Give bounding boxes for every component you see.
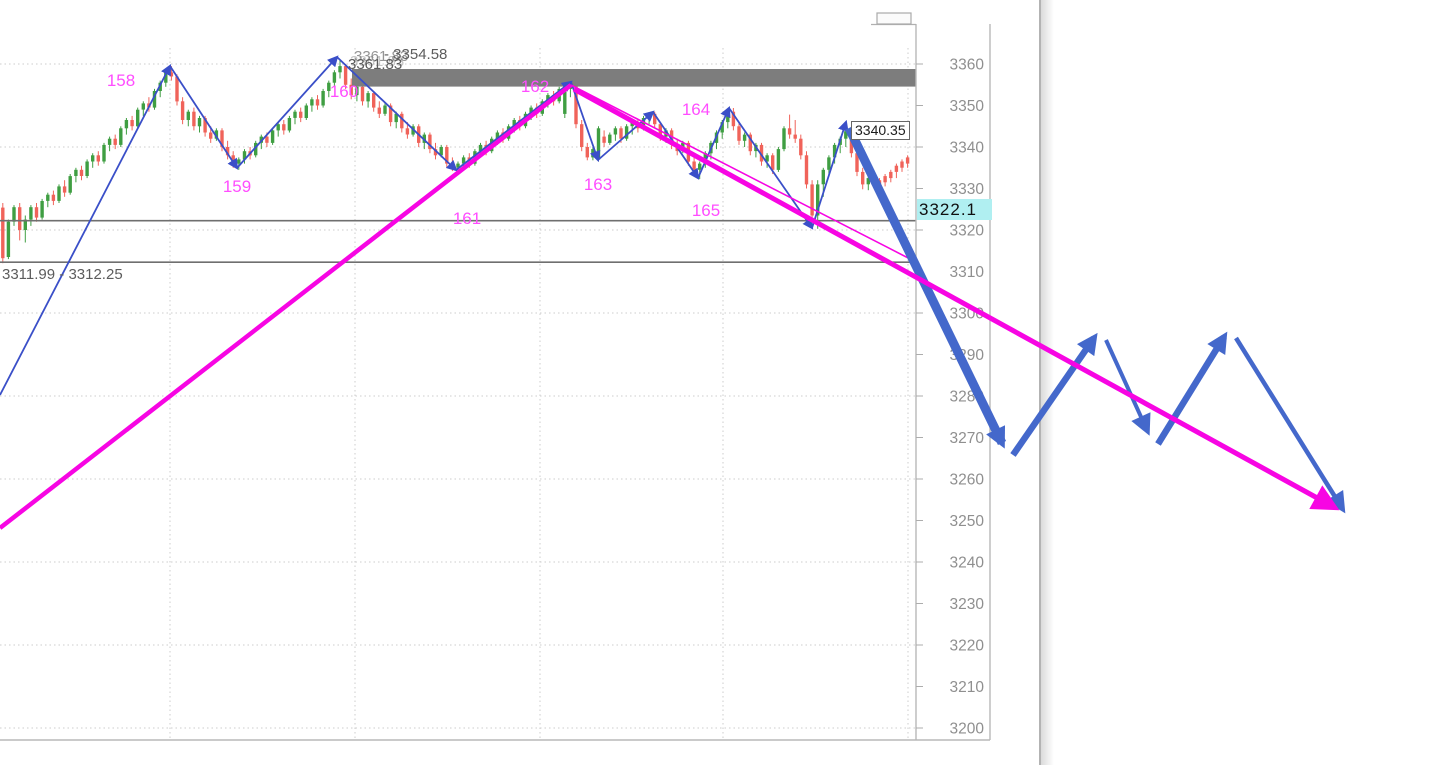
axis-label: 3250 (950, 513, 985, 530)
forecast-arrow-magenta-down[interactable] (572, 86, 1340, 511)
pivot-label-159[interactable]: 159 (222, 177, 252, 196)
trendline-downtrend-thin[interactable] (570, 84, 917, 263)
partial-window-icon (876, 12, 912, 25)
last-price-label: 3340.35 (851, 121, 910, 140)
zigzag-segment[interactable] (236, 55, 339, 169)
forecast-arrow-blue-up-1[interactable] (1010, 332, 1098, 457)
zigzag-segment[interactable] (336, 56, 458, 172)
axis-label: 3360 (950, 57, 985, 74)
pivot-label-162[interactable]: 162 (520, 77, 550, 96)
forecast-arrow-blue-down-1[interactable] (844, 126, 1007, 449)
axis-label: 3200 (950, 721, 985, 738)
forecast-arrow-blue-down-2[interactable] (1104, 339, 1151, 436)
axis-label: 3260 (950, 472, 985, 489)
forecast-arrow-blue-down-3[interactable] (1234, 336, 1346, 514)
pivot-label-164[interactable]: 164 (681, 100, 711, 119)
zigzag-wave-annotation (0, 55, 849, 396)
axis-label: 3220 (950, 638, 985, 655)
pivot-label-163[interactable]: 163 (583, 175, 613, 194)
current-price-tag: 3322.1 (917, 199, 992, 220)
axis-label: 3330 (950, 181, 985, 198)
axis-label: 3210 (950, 679, 985, 696)
pivot-label-158[interactable]: 158 (106, 71, 136, 90)
axis-label: 3350 (950, 98, 985, 115)
window-divider-shadow (1041, 0, 1054, 765)
axis-label: 3310 (950, 264, 985, 281)
axis-label: 3240 (950, 555, 985, 572)
zigzag-segment[interactable] (728, 107, 814, 230)
trendline-uptrend-thick[interactable] (0, 83, 573, 530)
axis-label: 3270 (950, 430, 985, 447)
support-zone-price-label: 3311.99 - 3312.25 (2, 266, 123, 283)
resistance-zone-bar[interactable] (352, 69, 916, 87)
pivot-label-160[interactable]: 160 (329, 82, 359, 101)
resistance-zone-price-label-2: - 3354.58 (384, 46, 448, 63)
zigzag-segment[interactable] (811, 119, 849, 229)
zigzag-segment[interactable] (455, 80, 573, 171)
forecast-arrow-blue-up-2[interactable] (1155, 331, 1228, 446)
resistance-zone-price-label-1: 3361.83 (348, 56, 403, 73)
gridlines (0, 48, 916, 740)
axis-label: 3230 (950, 596, 985, 613)
price-axis[interactable]: 3360335033403330332033103300329032803270… (0, 12, 991, 741)
zigzag-segment[interactable] (570, 81, 601, 163)
zigzag-segment[interactable] (597, 110, 655, 161)
candlesticks (1, 59, 910, 264)
zigzag-segment[interactable] (0, 64, 172, 396)
pivot-label-165[interactable]: 165 (691, 201, 721, 220)
axis-label: 3320 (950, 223, 985, 240)
axis-label: 3340 (950, 140, 985, 157)
zigzag-segment[interactable] (169, 65, 239, 170)
window-divider[interactable] (1039, 0, 1041, 765)
zigzag-segment[interactable] (697, 105, 731, 179)
pivot-label-161[interactable]: 161 (452, 209, 482, 228)
